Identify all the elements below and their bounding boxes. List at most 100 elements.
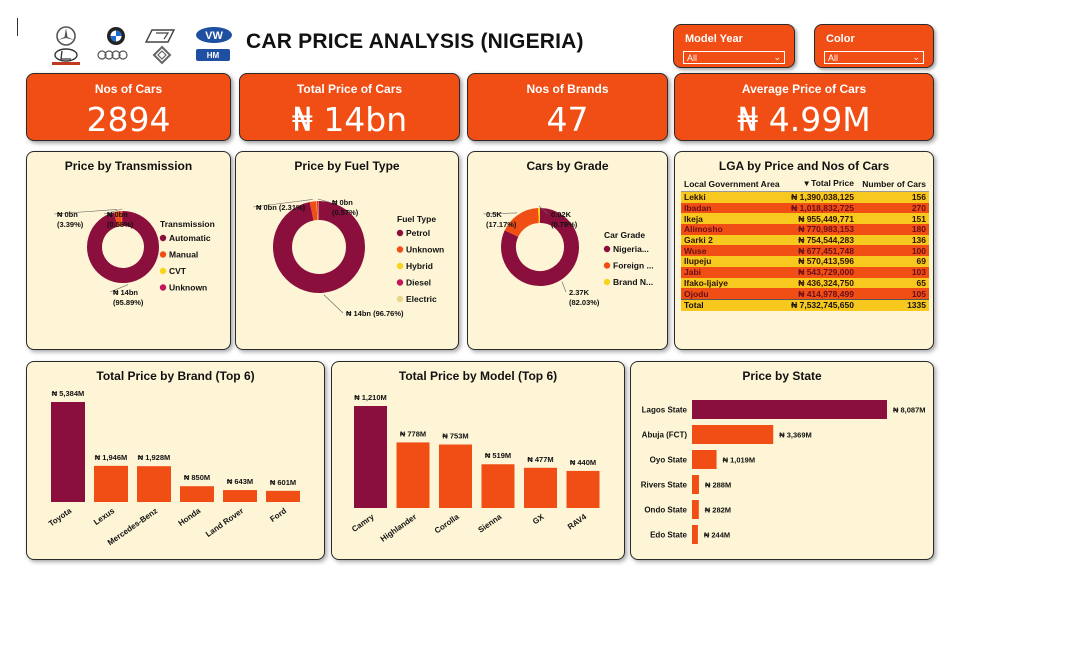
legend-title: Car Grade [604, 230, 645, 240]
table-row[interactable]: Wuse ₦ 677,451,748 100 [681, 245, 929, 257]
color-dropdown[interactable]: All ⌄ [824, 51, 924, 64]
x-tick-label: Ford [268, 506, 288, 524]
bar-value-label: ₦ 1,928M [138, 453, 171, 462]
legend-swatch [159, 284, 167, 291]
bar-rav4[interactable] [566, 470, 600, 508]
kpi-card-nos-of-cars: Nos of Cars 2894 [26, 73, 231, 141]
table-row[interactable]: Ibadan ₦ 1,018,832,725 270 [681, 202, 929, 214]
model-year-dropdown[interactable]: All ⌄ [683, 51, 785, 64]
table-cell: ₦ 414,978,499 [798, 288, 854, 299]
table-cell: 105 [911, 288, 926, 299]
x-tick-label: GX [531, 512, 546, 526]
legend-item: CVT [169, 266, 187, 276]
legend-swatch [396, 279, 404, 286]
legend-item: Foreign ... [613, 261, 654, 271]
kpi-card-total-price: Total Price of Cars ₦ 14bn [239, 73, 460, 141]
bar-highlander[interactable] [396, 442, 430, 508]
bar-corolla[interactable] [439, 444, 472, 508]
chart-title: Total Price by Model (Top 6) [398, 369, 558, 383]
legend-title: Fuel Type [397, 214, 436, 224]
svg-text:HM: HM [207, 51, 220, 60]
color-slicer[interactable]: Color All ⌄ [814, 24, 934, 68]
legend-swatch [603, 245, 611, 253]
bar-edo-state[interactable] [692, 525, 698, 544]
bar-value-label: ₦ 282M [705, 506, 731, 515]
donut-slice-foreign[interactable] [504, 208, 540, 238]
column-header-total-price[interactable]: ▾ Total Price [785, 176, 857, 192]
table-row[interactable]: Garki 2 ₦ 754,544,283 136 [681, 234, 929, 246]
table-cell: Wuse [684, 245, 707, 256]
bar-abuja-fct[interactable] [692, 425, 774, 444]
slice-data-label: (0.79%) [551, 220, 578, 229]
table-cell: ₦ 1,018,832,725 [791, 203, 854, 214]
legend-swatch [396, 246, 404, 253]
slice-data-label: 0.02K [551, 210, 572, 219]
bar-lexus[interactable] [94, 465, 128, 502]
lexus-logo-icon [52, 48, 80, 65]
column-header-label: Total Price [811, 178, 854, 188]
bar-gx[interactable] [524, 467, 557, 508]
column-header-lga[interactable]: Local Government Area [681, 176, 786, 192]
legend-swatch [396, 262, 404, 270]
sort-desc-icon: ▾ [804, 178, 809, 188]
bar-sienna[interactable] [481, 464, 515, 508]
table-cell: 136 [911, 235, 926, 246]
bar-value-label: ₦ 778M [400, 429, 426, 438]
fuel-chart-card: Price by Fuel Type ₦ 14bn (96.76%) ₦ 0bn … [235, 151, 459, 350]
slice-data-label: 0.5K [486, 210, 502, 219]
bar-value-label: ₦ 601M [270, 478, 296, 487]
donut-slice-unknown[interactable] [309, 201, 318, 221]
donut-slice-manual[interactable] [113, 211, 123, 227]
table-row[interactable]: Jabi ₦ 543,729,000 103 [681, 266, 929, 278]
table-row[interactable]: Ifako-Ijaiye ₦ 436,324,750 65 [681, 277, 929, 289]
bar-oyo-state[interactable] [692, 450, 717, 469]
lga-table-card: LGA by Price and Nos of Cars Local Gover… [674, 151, 934, 350]
table-cell: ₦ 7,532,745,650 [791, 300, 854, 311]
table-row[interactable]: Alimosho ₦ 770,983,153 180 [681, 224, 929, 235]
table-row[interactable]: Ikeja ₦ 955,449,771 151 [681, 213, 929, 225]
kpi-label: Nos of Cars [94, 82, 163, 96]
grade-chart-card: Cars by Grade 2.37K (82.03%) 0.5K (17.17%) 0… [467, 151, 668, 350]
dashboard-title: CAR PRICE ANALYSIS (NIGERIA) [246, 30, 584, 53]
bar-rivers-state[interactable] [692, 475, 699, 494]
y-tick-label: Abuja (FCT) [642, 431, 688, 440]
kpi-card-average-price: Average Price of Cars ₦ 4.99M [674, 73, 934, 141]
bar-camry[interactable] [354, 406, 387, 508]
bar-land-rover[interactable] [223, 490, 257, 502]
x-tick-label: Sienna [476, 512, 503, 535]
bar-ondo-state[interactable] [692, 500, 699, 519]
table-cell: 180 [911, 224, 926, 235]
y-tick-label: Lagos State [642, 406, 688, 415]
table-cell: 100 [911, 245, 926, 256]
peugeot-logo-icon [144, 29, 176, 43]
table-row[interactable]: Ilupeju ₦ 570,413,596 69 [681, 256, 929, 267]
table-cell: ₦ 570,413,596 [798, 256, 854, 267]
chart-title: LGA by Price and Nos of Cars [718, 159, 890, 173]
legend-item: Unknown [169, 283, 207, 293]
bar-lagos-state[interactable] [692, 400, 887, 419]
bar-value-label: ₦ 1,019M [723, 456, 756, 465]
chart-title: Total Price by Brand (Top 6) [96, 369, 255, 383]
bar-mercedes-benz[interactable] [137, 466, 171, 502]
model-year-slicer[interactable]: Model Year All ⌄ [673, 24, 795, 68]
table-row[interactable]: Ojodu ₦ 414,978,499 105 [681, 288, 929, 300]
model-bar-chart: ₦ 1,210M Camry ₦ 778M Highlander ₦ 753M Corol… [350, 393, 600, 544]
bar-toyota[interactable] [51, 402, 85, 502]
donut-slice-nigeria[interactable] [501, 208, 579, 286]
table-cell: ₦ 1,390,038,125 [791, 192, 854, 203]
donut-slice-automatic[interactable] [87, 211, 159, 283]
state-chart-card: Price by State Lagos State ₦ 8,087M Abuja … [630, 361, 934, 560]
legend-item: Brand N... [613, 277, 653, 287]
leader-line [482, 212, 518, 215]
bar-value-label: ₦ 5,384M [52, 389, 85, 398]
donut-slice-petrol[interactable] [273, 201, 365, 293]
slice-data-label: (95.89%) [113, 298, 144, 307]
slice-data-label: ₦ 14bn [113, 288, 138, 297]
kpi-value: 2894 [86, 100, 171, 139]
leader-line [317, 198, 330, 203]
column-header-number-of-cars[interactable]: Number of Cars [856, 176, 929, 192]
bar-honda[interactable] [180, 486, 214, 502]
table-row[interactable]: Lekki ₦ 1,390,038,125 156 [681, 191, 929, 203]
bar-ford[interactable] [266, 490, 300, 502]
table-cell: Alimosho [684, 224, 723, 235]
